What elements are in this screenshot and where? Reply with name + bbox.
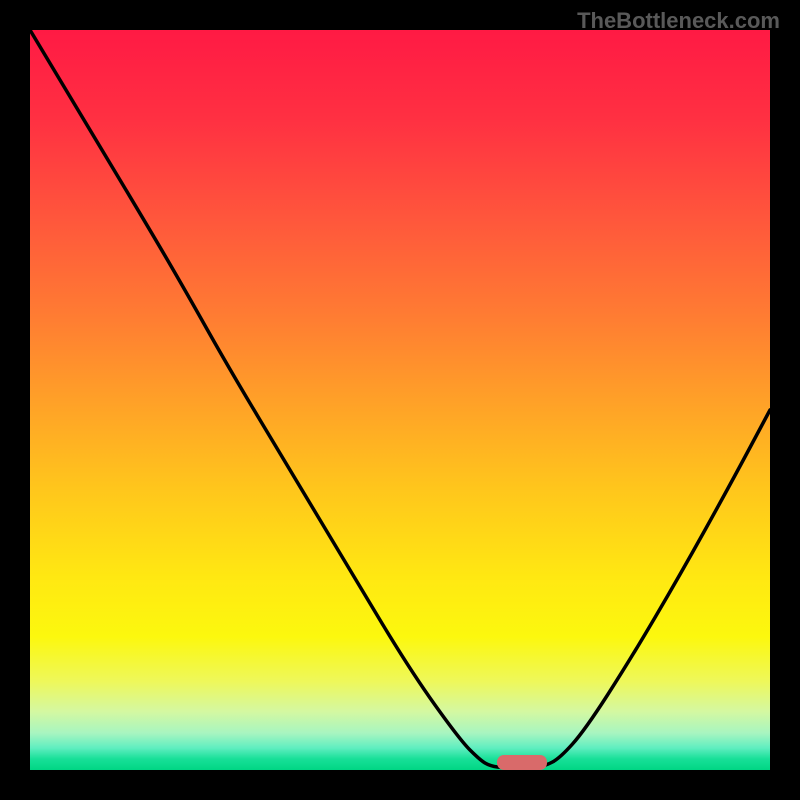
bottleneck-chart	[30, 30, 770, 770]
chart-area	[30, 30, 770, 770]
watermark-text: TheBottleneck.com	[577, 8, 780, 34]
optimal-zone-marker	[497, 755, 547, 770]
chart-background	[30, 30, 770, 770]
